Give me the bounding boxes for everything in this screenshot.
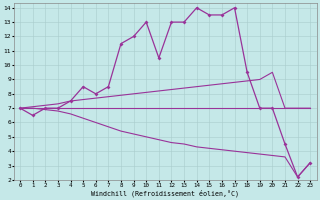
X-axis label: Windchill (Refroidissement éolien,°C): Windchill (Refroidissement éolien,°C) [91, 189, 239, 197]
